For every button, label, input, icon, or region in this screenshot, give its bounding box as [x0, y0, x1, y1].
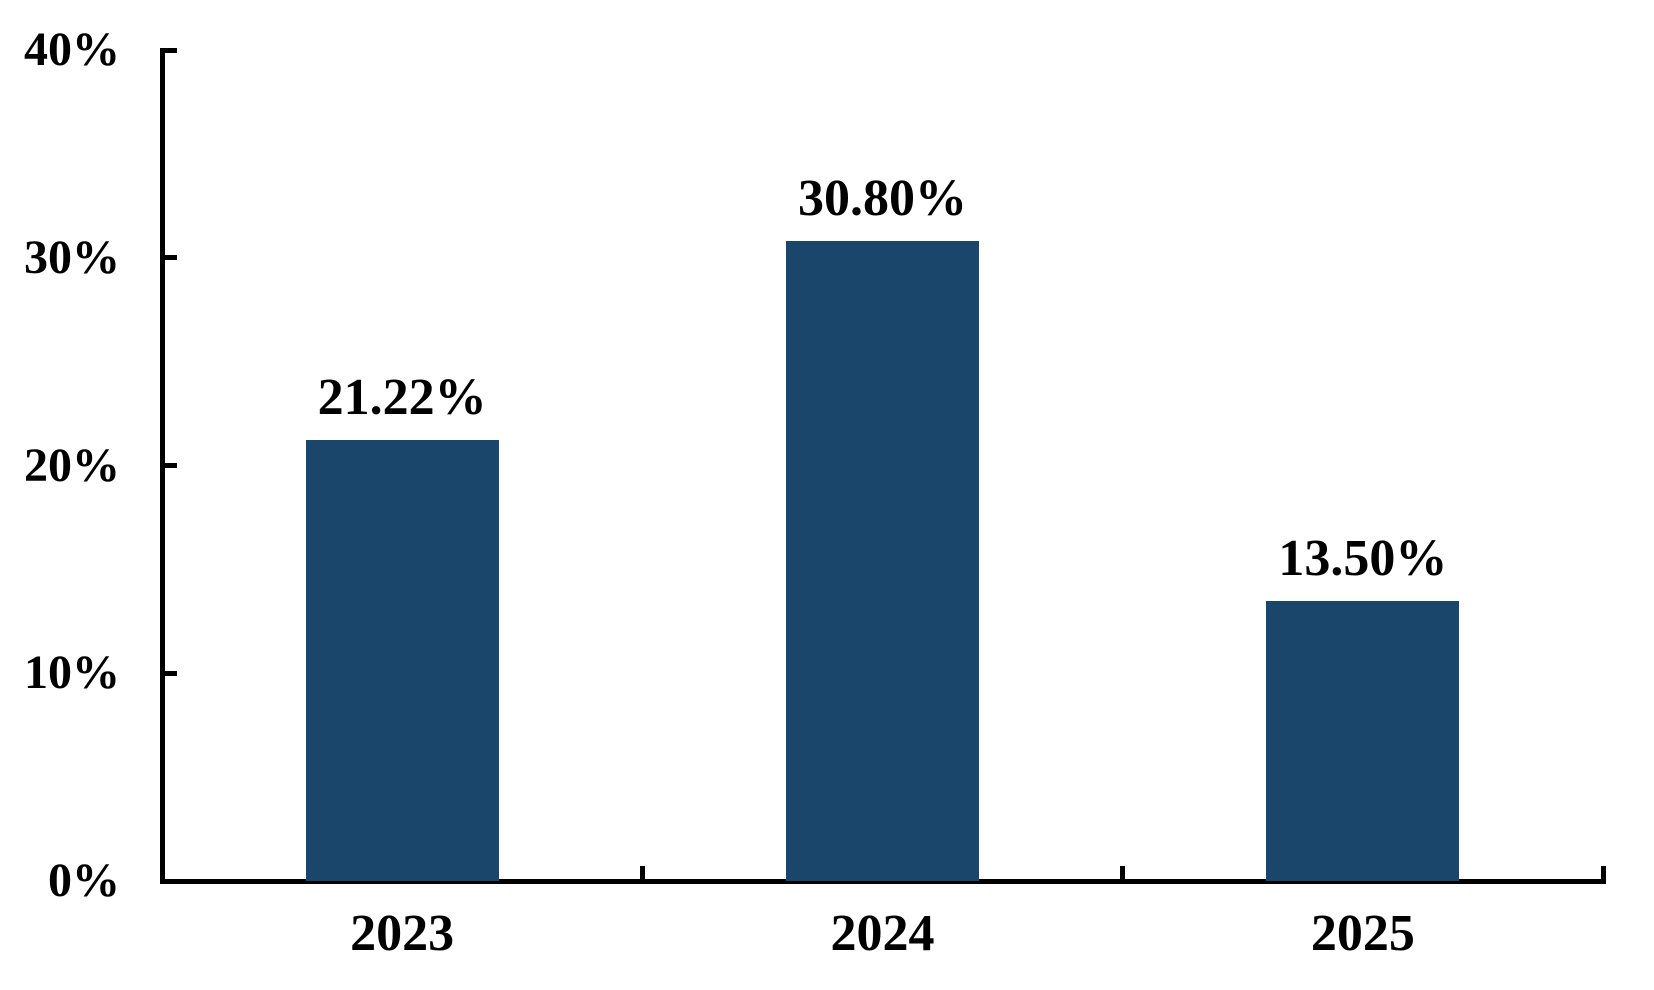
bar-2025: [1266, 600, 1460, 881]
bar-2023: [305, 440, 499, 881]
bar-2024: [786, 241, 979, 881]
y-tick-label: 10%: [24, 646, 120, 700]
x-axis-line: [159, 878, 1606, 884]
bar-value-label-2023: 21.22%: [317, 369, 487, 427]
x-tick: [639, 865, 645, 879]
y-tick: [164, 255, 177, 261]
x-tick: [1600, 865, 1606, 879]
y-tick-label: 30%: [24, 230, 120, 284]
x-tick-label-2024: 2024: [830, 905, 935, 962]
y-tick-label: 20%: [24, 438, 120, 492]
x-tick-label-2023: 2023: [350, 905, 455, 962]
y-axis-line: [159, 47, 165, 884]
y-tick-label: 0%: [48, 854, 120, 907]
x-tick-label-2025: 2025: [1310, 905, 1415, 962]
x-tick: [1120, 865, 1126, 879]
y-tick: [164, 463, 177, 468]
bar-value-label-2025: 13.50%: [1278, 529, 1448, 587]
y-tick: [164, 670, 177, 676]
bar-value-label-2024: 30.80%: [798, 170, 967, 228]
y-tick-label: 40%: [24, 23, 120, 76]
y-tick: [164, 47, 177, 53]
